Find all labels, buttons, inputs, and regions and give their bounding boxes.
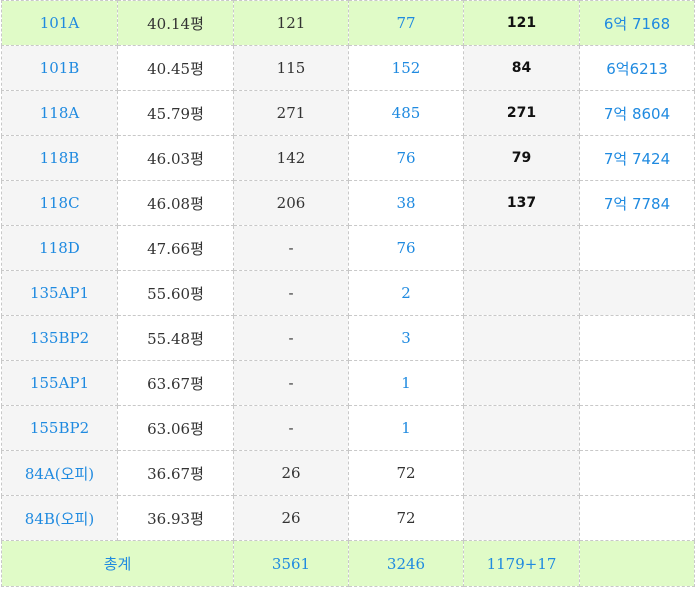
- empty-cell: [579, 495, 695, 541]
- empty-cell: [579, 360, 695, 406]
- count-cell: 271: [233, 90, 349, 136]
- count-link[interactable]: 485: [348, 90, 464, 136]
- type-link[interactable]: 84B(오피): [1, 495, 118, 541]
- empty-cell: [463, 315, 580, 361]
- count-cell: -: [233, 360, 349, 406]
- count-link[interactable]: 38: [348, 180, 464, 226]
- table-row: 135AP1 55.60평 - 2: [1, 270, 695, 316]
- table-row: 101B 40.45평 115 152 84 6억6213: [1, 45, 695, 91]
- type-link[interactable]: 84A(오피): [1, 450, 118, 496]
- count-link[interactable]: 1: [348, 360, 464, 406]
- count-cell: 121: [233, 0, 349, 46]
- price-link[interactable]: 7억 7424: [579, 135, 695, 181]
- type-link[interactable]: 155BP2: [1, 405, 118, 451]
- count-cell: 206: [233, 180, 349, 226]
- table-row: 118B 46.03평 142 76 79 7억 7424: [1, 135, 695, 181]
- count-link[interactable]: 2: [348, 270, 464, 316]
- empty-cell: [463, 450, 580, 496]
- area-cell: 36.93평: [117, 495, 234, 541]
- area-cell: 63.06평: [117, 405, 234, 451]
- empty-cell: [579, 270, 695, 316]
- table-row: 118C 46.08평 206 38 137 7억 7784: [1, 180, 695, 226]
- total-count: 3246: [348, 540, 464, 587]
- count-link[interactable]: 77: [348, 0, 464, 46]
- empty-cell: [463, 360, 580, 406]
- type-link[interactable]: 101A: [1, 0, 118, 46]
- empty-cell: [463, 270, 580, 316]
- count-cell-bold: 84: [463, 45, 580, 91]
- empty-cell: [463, 225, 580, 271]
- price-link[interactable]: 7억 8604: [579, 90, 695, 136]
- area-cell: 47.66평: [117, 225, 234, 271]
- count-cell: 72: [348, 495, 464, 541]
- type-link[interactable]: 155AP1: [1, 360, 118, 406]
- price-link[interactable]: 6억6213: [579, 45, 695, 91]
- count-cell-bold: 137: [463, 180, 580, 226]
- count-cell: -: [233, 225, 349, 271]
- area-cell: 40.45평: [117, 45, 234, 91]
- area-cell: 55.48평: [117, 315, 234, 361]
- count-cell: 72: [348, 450, 464, 496]
- count-cell: 26: [233, 495, 349, 541]
- count-link[interactable]: 3: [348, 315, 464, 361]
- type-link[interactable]: 135BP2: [1, 315, 118, 361]
- empty-cell: [579, 225, 695, 271]
- count-cell: -: [233, 270, 349, 316]
- table-row: 84A(오피) 36.67평 26 72: [1, 450, 695, 496]
- table-row: 101A 40.14평 121 77 121 6억 7168: [1, 0, 695, 46]
- area-cell: 55.60평: [117, 270, 234, 316]
- area-cell: 45.79평: [117, 90, 234, 136]
- count-cell-bold: 121: [463, 0, 580, 46]
- apartment-type-table: 101A 40.14평 121 77 121 6억 7168 101B 40.4…: [1, 0, 695, 587]
- total-count: 3561: [233, 540, 349, 587]
- empty-cell: [579, 315, 695, 361]
- count-cell: -: [233, 315, 349, 361]
- count-link[interactable]: 76: [348, 135, 464, 181]
- count-link[interactable]: 1: [348, 405, 464, 451]
- empty-cell: [463, 495, 580, 541]
- type-link[interactable]: 118D: [1, 225, 118, 271]
- area-cell: 36.67평: [117, 450, 234, 496]
- count-link[interactable]: 76: [348, 225, 464, 271]
- empty-cell: [579, 405, 695, 451]
- total-row: 총계 3561 3246 1179+17: [1, 540, 695, 587]
- table-row: 118D 47.66평 - 76: [1, 225, 695, 271]
- price-link[interactable]: 6억 7168: [579, 0, 695, 46]
- type-link[interactable]: 101B: [1, 45, 118, 91]
- count-cell: 26: [233, 450, 349, 496]
- count-cell-bold: 271: [463, 90, 580, 136]
- count-cell: -: [233, 405, 349, 451]
- count-cell-bold: 79: [463, 135, 580, 181]
- total-label: 총계: [1, 540, 234, 587]
- count-cell: 142: [233, 135, 349, 181]
- table-row: 118A 45.79평 271 485 271 7억 8604: [1, 90, 695, 136]
- count-link[interactable]: 152: [348, 45, 464, 91]
- table-row: 155AP1 63.67평 - 1: [1, 360, 695, 406]
- type-link[interactable]: 118B: [1, 135, 118, 181]
- area-cell: 46.08평: [117, 180, 234, 226]
- area-cell: 46.03평: [117, 135, 234, 181]
- area-cell: 63.67평: [117, 360, 234, 406]
- empty-cell: [579, 540, 695, 587]
- price-link[interactable]: 7억 7784: [579, 180, 695, 226]
- type-link[interactable]: 118A: [1, 90, 118, 136]
- empty-cell: [463, 405, 580, 451]
- area-cell: 40.14평: [117, 0, 234, 46]
- type-link[interactable]: 118C: [1, 180, 118, 226]
- empty-cell: [579, 450, 695, 496]
- total-count: 1179+17: [463, 540, 580, 587]
- table-row: 155BP2 63.06평 - 1: [1, 405, 695, 451]
- table-row: 84B(오피) 36.93평 26 72: [1, 495, 695, 541]
- table-row: 135BP2 55.48평 - 3: [1, 315, 695, 361]
- type-link[interactable]: 135AP1: [1, 270, 118, 316]
- count-cell: 115: [233, 45, 349, 91]
